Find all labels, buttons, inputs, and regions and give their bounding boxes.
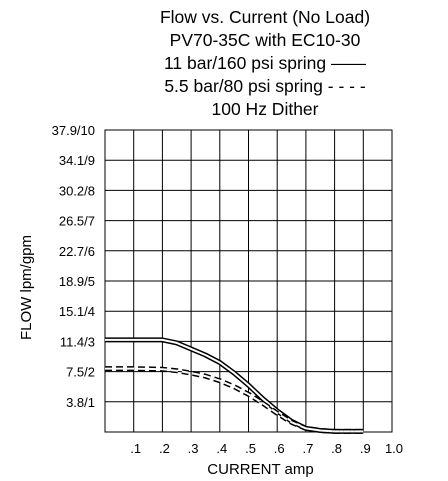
- y-tick-label: 34.1/9: [59, 153, 95, 168]
- series-1-line: [105, 337, 364, 434]
- x-tick-label: .8: [331, 441, 342, 456]
- y-tick-label: 30.2/8: [59, 183, 95, 198]
- x-tick-label: .4: [216, 441, 227, 456]
- y-tick-label: 11.4/3: [60, 334, 95, 349]
- y-tick-label: 22.7/6: [59, 244, 95, 259]
- y-tick-label: 26.5/7: [59, 214, 95, 229]
- y-tick-label: 7.5/2: [66, 365, 95, 380]
- y-tick-label: 18.9/5: [59, 274, 95, 289]
- chart-title-line-2: PV70-35C with EC10-30: [169, 30, 361, 50]
- x-tick-label: .9: [360, 441, 371, 456]
- x-tick-label: .1: [130, 441, 141, 456]
- chart-title-line-4: 5.5 bar/80 psi spring - - - -: [164, 76, 366, 96]
- x-tick-label: 1.0: [385, 441, 403, 456]
- x-tick-label: .7: [302, 441, 313, 456]
- x-tick-label: .2: [159, 441, 170, 456]
- chart-title-line-5: 100 Hz Dither: [211, 99, 319, 119]
- y-tick-label: 37.9/10: [52, 123, 95, 138]
- x-tick-label: .5: [245, 441, 256, 456]
- y-tick-label: 3.8/1: [66, 395, 95, 410]
- chart-title-line-1: Flow vs. Current (No Load): [159, 7, 371, 27]
- series-2-line-inner: [105, 367, 364, 433]
- x-axis-label: CURRENT amp: [207, 461, 313, 478]
- x-tick-label: .6: [274, 441, 285, 456]
- chart-title-line-3: 11 bar/160 psi spring ——: [163, 53, 366, 73]
- series-1-line-inner: [105, 338, 364, 433]
- y-axis-label: FLOW lpm/gpm: [18, 234, 35, 340]
- y-tick-label: 15.1/4: [59, 304, 95, 319]
- x-tick-label: .3: [188, 441, 199, 456]
- series-2-line: [105, 366, 364, 434]
